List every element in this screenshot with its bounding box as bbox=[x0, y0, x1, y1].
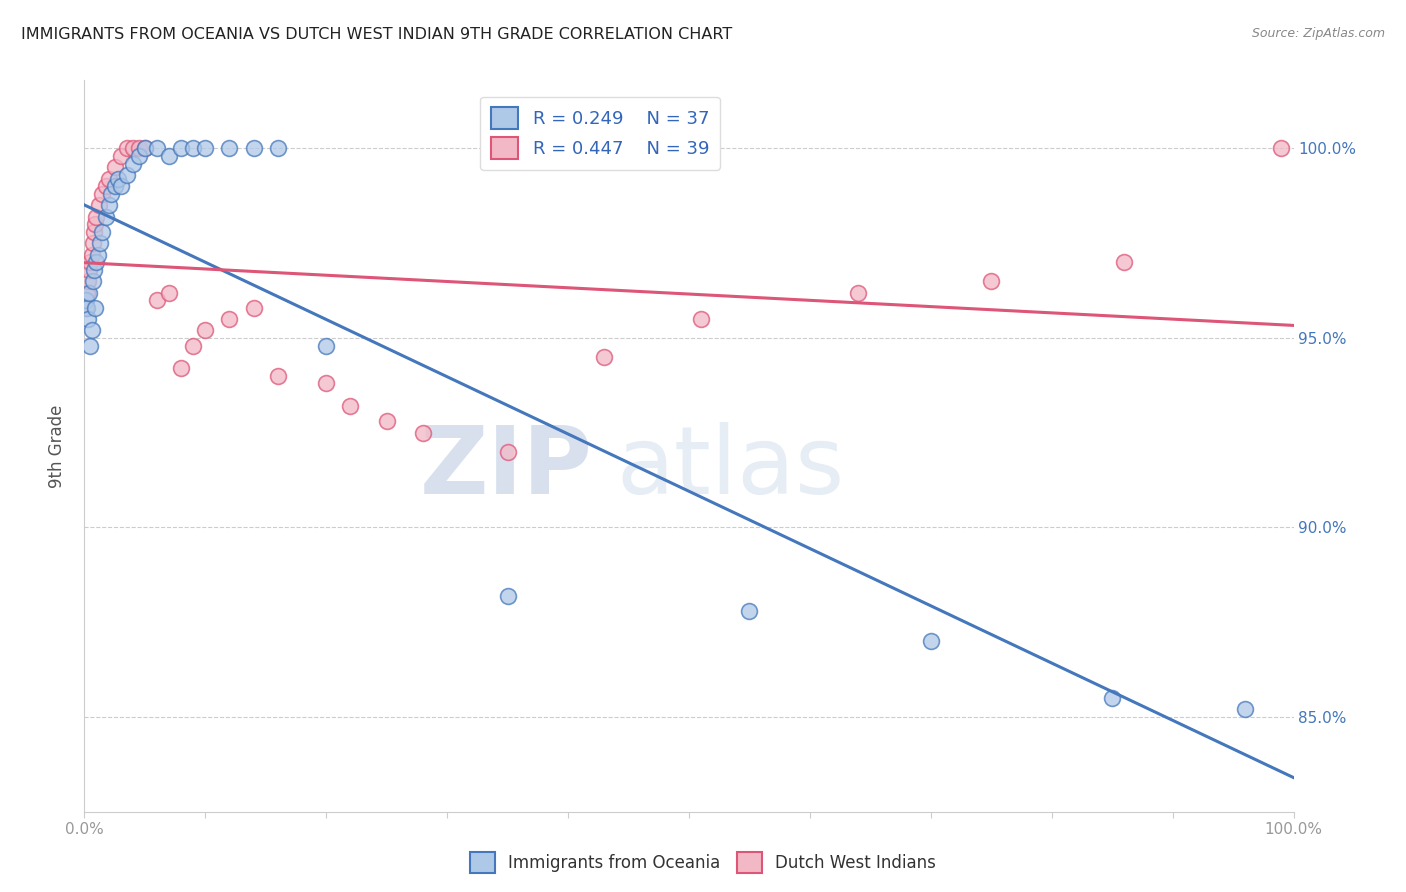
Point bbox=[97, 198, 120, 212]
Point bbox=[75, 301, 97, 315]
Point bbox=[920, 634, 942, 648]
Legend: R = 0.249    N = 37, R = 0.447    N = 39: R = 0.249 N = 37, R = 0.447 N = 39 bbox=[481, 96, 720, 169]
Y-axis label: 9th Grade: 9th Grade bbox=[48, 404, 66, 488]
Point bbox=[121, 156, 143, 170]
Point bbox=[146, 141, 169, 155]
Point bbox=[375, 414, 398, 428]
Point bbox=[181, 338, 204, 352]
Point bbox=[76, 301, 98, 315]
Point bbox=[181, 141, 204, 155]
Point bbox=[194, 141, 217, 155]
Point bbox=[84, 301, 107, 315]
Point bbox=[79, 338, 101, 352]
Point bbox=[86, 247, 108, 261]
Point bbox=[94, 179, 117, 194]
Point bbox=[75, 293, 97, 307]
Text: ZIP: ZIP bbox=[419, 422, 592, 514]
Point bbox=[121, 141, 143, 155]
Point bbox=[91, 225, 114, 239]
Point bbox=[107, 171, 129, 186]
Point bbox=[1101, 691, 1123, 706]
Point bbox=[76, 285, 98, 300]
Point bbox=[690, 312, 713, 326]
Point bbox=[267, 368, 290, 383]
Point bbox=[86, 210, 108, 224]
Point bbox=[170, 361, 193, 376]
Point bbox=[115, 168, 138, 182]
Point bbox=[593, 350, 616, 364]
Point bbox=[315, 376, 337, 391]
Point bbox=[496, 589, 519, 603]
Point bbox=[1234, 702, 1257, 716]
Point bbox=[77, 312, 100, 326]
Point bbox=[315, 338, 337, 352]
Point bbox=[94, 210, 117, 224]
Text: IMMIGRANTS FROM OCEANIA VS DUTCH WEST INDIAN 9TH GRADE CORRELATION CHART: IMMIGRANTS FROM OCEANIA VS DUTCH WEST IN… bbox=[21, 27, 733, 42]
Point bbox=[980, 274, 1002, 288]
Point bbox=[846, 285, 869, 300]
Point bbox=[80, 247, 103, 261]
Point bbox=[91, 186, 114, 201]
Point bbox=[242, 141, 264, 155]
Point bbox=[104, 179, 127, 194]
Text: atlas: atlas bbox=[616, 422, 845, 514]
Point bbox=[83, 225, 105, 239]
Point bbox=[157, 285, 180, 300]
Point bbox=[242, 301, 264, 315]
Point bbox=[82, 274, 104, 288]
Point bbox=[339, 399, 361, 413]
Point bbox=[1114, 255, 1136, 269]
Point bbox=[128, 141, 150, 155]
Legend: Immigrants from Oceania, Dutch West Indians: Immigrants from Oceania, Dutch West Indi… bbox=[463, 846, 943, 880]
Point bbox=[496, 444, 519, 458]
Point bbox=[115, 141, 138, 155]
Point bbox=[77, 262, 100, 277]
Point bbox=[80, 323, 103, 337]
Point bbox=[738, 604, 761, 618]
Point bbox=[97, 171, 120, 186]
Point bbox=[77, 285, 100, 300]
Point bbox=[134, 141, 156, 155]
Point bbox=[267, 141, 290, 155]
Point bbox=[218, 312, 240, 326]
Point bbox=[84, 217, 107, 231]
Point bbox=[77, 274, 100, 288]
Point bbox=[412, 425, 434, 440]
Text: Source: ZipAtlas.com: Source: ZipAtlas.com bbox=[1251, 27, 1385, 40]
Point bbox=[110, 149, 132, 163]
Point bbox=[194, 323, 217, 337]
Point bbox=[100, 186, 122, 201]
Point bbox=[170, 141, 193, 155]
Point bbox=[218, 141, 240, 155]
Point bbox=[157, 149, 180, 163]
Point bbox=[89, 236, 111, 251]
Point bbox=[146, 293, 169, 307]
Point bbox=[110, 179, 132, 194]
Point bbox=[1270, 141, 1292, 155]
Point bbox=[87, 198, 110, 212]
Point bbox=[104, 161, 127, 175]
Point bbox=[86, 255, 108, 269]
Point bbox=[128, 149, 150, 163]
Point bbox=[83, 262, 105, 277]
Point bbox=[79, 255, 101, 269]
Point bbox=[134, 141, 156, 155]
Point bbox=[82, 236, 104, 251]
